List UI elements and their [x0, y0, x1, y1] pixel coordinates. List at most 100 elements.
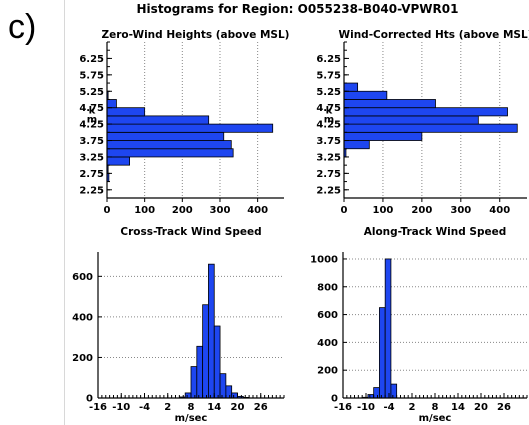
- y-tick-label: 5.25: [79, 87, 104, 98]
- histogram-bar: [343, 82, 359, 92]
- y-tick-label: 5.75: [316, 70, 341, 81]
- histogram-bar: [343, 107, 508, 117]
- histogram-bar: [384, 258, 392, 399]
- x-tick-label: 400: [247, 205, 268, 216]
- chart-4: Along-Track Wind Speed -16 -10 -4 2 8 14 20 26 0 2…: [310, 226, 528, 424]
- chart-title: Along-Track Wind Speed: [364, 226, 507, 238]
- chart-3: Cross-Track Wind Speed -16 -10 -4 2 8 14 20 26 0 2…: [72, 226, 285, 424]
- x-tick-label: 2: [164, 402, 171, 413]
- y-tick-label: 4.75: [316, 103, 341, 114]
- y-tick-label: 6.25: [316, 54, 341, 65]
- histogram-bar: [373, 387, 380, 399]
- histogram-bar: [343, 123, 518, 133]
- y-axis-label-bottom: m: [324, 114, 334, 125]
- histogram-bar: [343, 90, 388, 100]
- x-tick-label: 100: [134, 205, 155, 216]
- histogram-bar: [106, 156, 130, 166]
- histogram-bar: [196, 345, 204, 399]
- x-tick-label: 0: [341, 205, 348, 216]
- y-tick-label: 0: [86, 394, 93, 405]
- y-tick-label: 0: [331, 394, 338, 405]
- y-tick-label: 4.75: [79, 103, 104, 114]
- y-tick-label: 200: [72, 353, 93, 364]
- x-tick-label: 0: [104, 205, 111, 216]
- y-tick-label: 400: [72, 312, 93, 323]
- chart-title: Cross-Track Wind Speed: [120, 226, 261, 238]
- panel-label: c): [8, 8, 37, 46]
- histogram-bar: [219, 373, 227, 399]
- histogram-bar: [106, 148, 234, 158]
- histogram-bar: [190, 366, 198, 399]
- chart-2: Wind-Corrected Hts (above MSL) 2.25 2.75 3.…: [316, 29, 529, 216]
- y-tick-label: 2.25: [316, 185, 341, 196]
- x-axis-label: m/sec: [175, 413, 208, 424]
- y-tick-label: 6.25: [79, 54, 104, 65]
- histogram-bar: [106, 131, 225, 141]
- chart-title: Zero-Wind Heights (above MSL): [101, 29, 289, 41]
- x-tick-label: -4: [139, 402, 150, 413]
- y-tick-label: 3.75: [79, 136, 104, 147]
- y-axis-label-top: k: [89, 105, 96, 116]
- histogram-bar: [343, 140, 370, 150]
- histogram-bar: [343, 131, 423, 141]
- histogram-bar: [379, 307, 386, 399]
- chart-title: Wind-Corrected Hts (above MSL): [339, 29, 529, 41]
- histogram-bar: [106, 123, 274, 133]
- histogram-bar: [184, 392, 192, 399]
- y-tick-label: 800: [317, 282, 338, 293]
- y-tick-label: 3.75: [316, 136, 341, 147]
- histogram-bar: [343, 115, 479, 125]
- x-tick-label: 26: [254, 402, 268, 413]
- x-tick-label: 14: [451, 402, 465, 413]
- y-tick-label: 5.75: [79, 70, 104, 81]
- x-axis-label: m/sec: [419, 413, 452, 424]
- y-tick-label: 3.25: [316, 152, 341, 163]
- y-axis-label-top: k: [326, 105, 333, 116]
- histogram-bar: [390, 383, 398, 399]
- y-tick-label: 4.25: [79, 120, 104, 131]
- x-tick-label: 20: [231, 402, 245, 413]
- histogram-bar: [106, 107, 146, 117]
- x-tick-label: 2: [409, 402, 416, 413]
- y-tick-label: 600: [317, 310, 338, 321]
- separator-line: [64, 0, 65, 425]
- y-axis-label-bottom: m: [87, 114, 97, 125]
- x-tick-label: 26: [497, 402, 511, 413]
- histogram-bar: [213, 325, 221, 399]
- x-tick-label: 200: [411, 205, 432, 216]
- x-tick-label: 8: [188, 402, 195, 413]
- x-tick-label: -10: [112, 402, 130, 413]
- y-tick-label: 200: [317, 366, 338, 377]
- x-tick-label: 100: [372, 205, 393, 216]
- x-tick-label: 14: [207, 402, 221, 413]
- histogram-bar: [106, 115, 210, 125]
- x-tick-label: 300: [450, 205, 471, 216]
- y-tick-label: 3.25: [79, 152, 104, 163]
- y-tick-label: 2.75: [79, 169, 104, 180]
- histogram-bar: [106, 99, 117, 109]
- y-tick-label: 1000: [310, 254, 338, 265]
- y-tick-label: 5.25: [316, 87, 341, 98]
- histogram-bar: [106, 140, 232, 150]
- histogram-bar: [343, 99, 436, 109]
- histogram-bar: [208, 263, 215, 399]
- x-tick-label: -10: [357, 402, 375, 413]
- x-tick-label: 300: [210, 205, 231, 216]
- y-tick-label: 2.25: [79, 185, 104, 196]
- x-tick-label: 20: [474, 402, 488, 413]
- histogram-bar: [202, 304, 209, 399]
- y-tick-label: 4.25: [316, 120, 341, 131]
- chart-1: Zero-Wind Heights (above MSL) 2.25 2.75 3.2…: [79, 29, 289, 216]
- x-tick-label: -4: [383, 402, 394, 413]
- figure-title: Histograms for Region: O055238-B040-VPWR…: [136, 2, 459, 16]
- x-tick-label: 400: [489, 205, 510, 216]
- x-tick-label: 200: [172, 205, 193, 216]
- histogram-bar: [231, 392, 238, 399]
- x-tick-label: -16: [89, 402, 107, 413]
- y-tick-label: 2.75: [316, 169, 341, 180]
- y-tick-label: 600: [72, 272, 93, 283]
- histogram-bar: [225, 385, 233, 399]
- x-tick-label: 8: [432, 402, 439, 413]
- y-tick-label: 400: [317, 338, 338, 349]
